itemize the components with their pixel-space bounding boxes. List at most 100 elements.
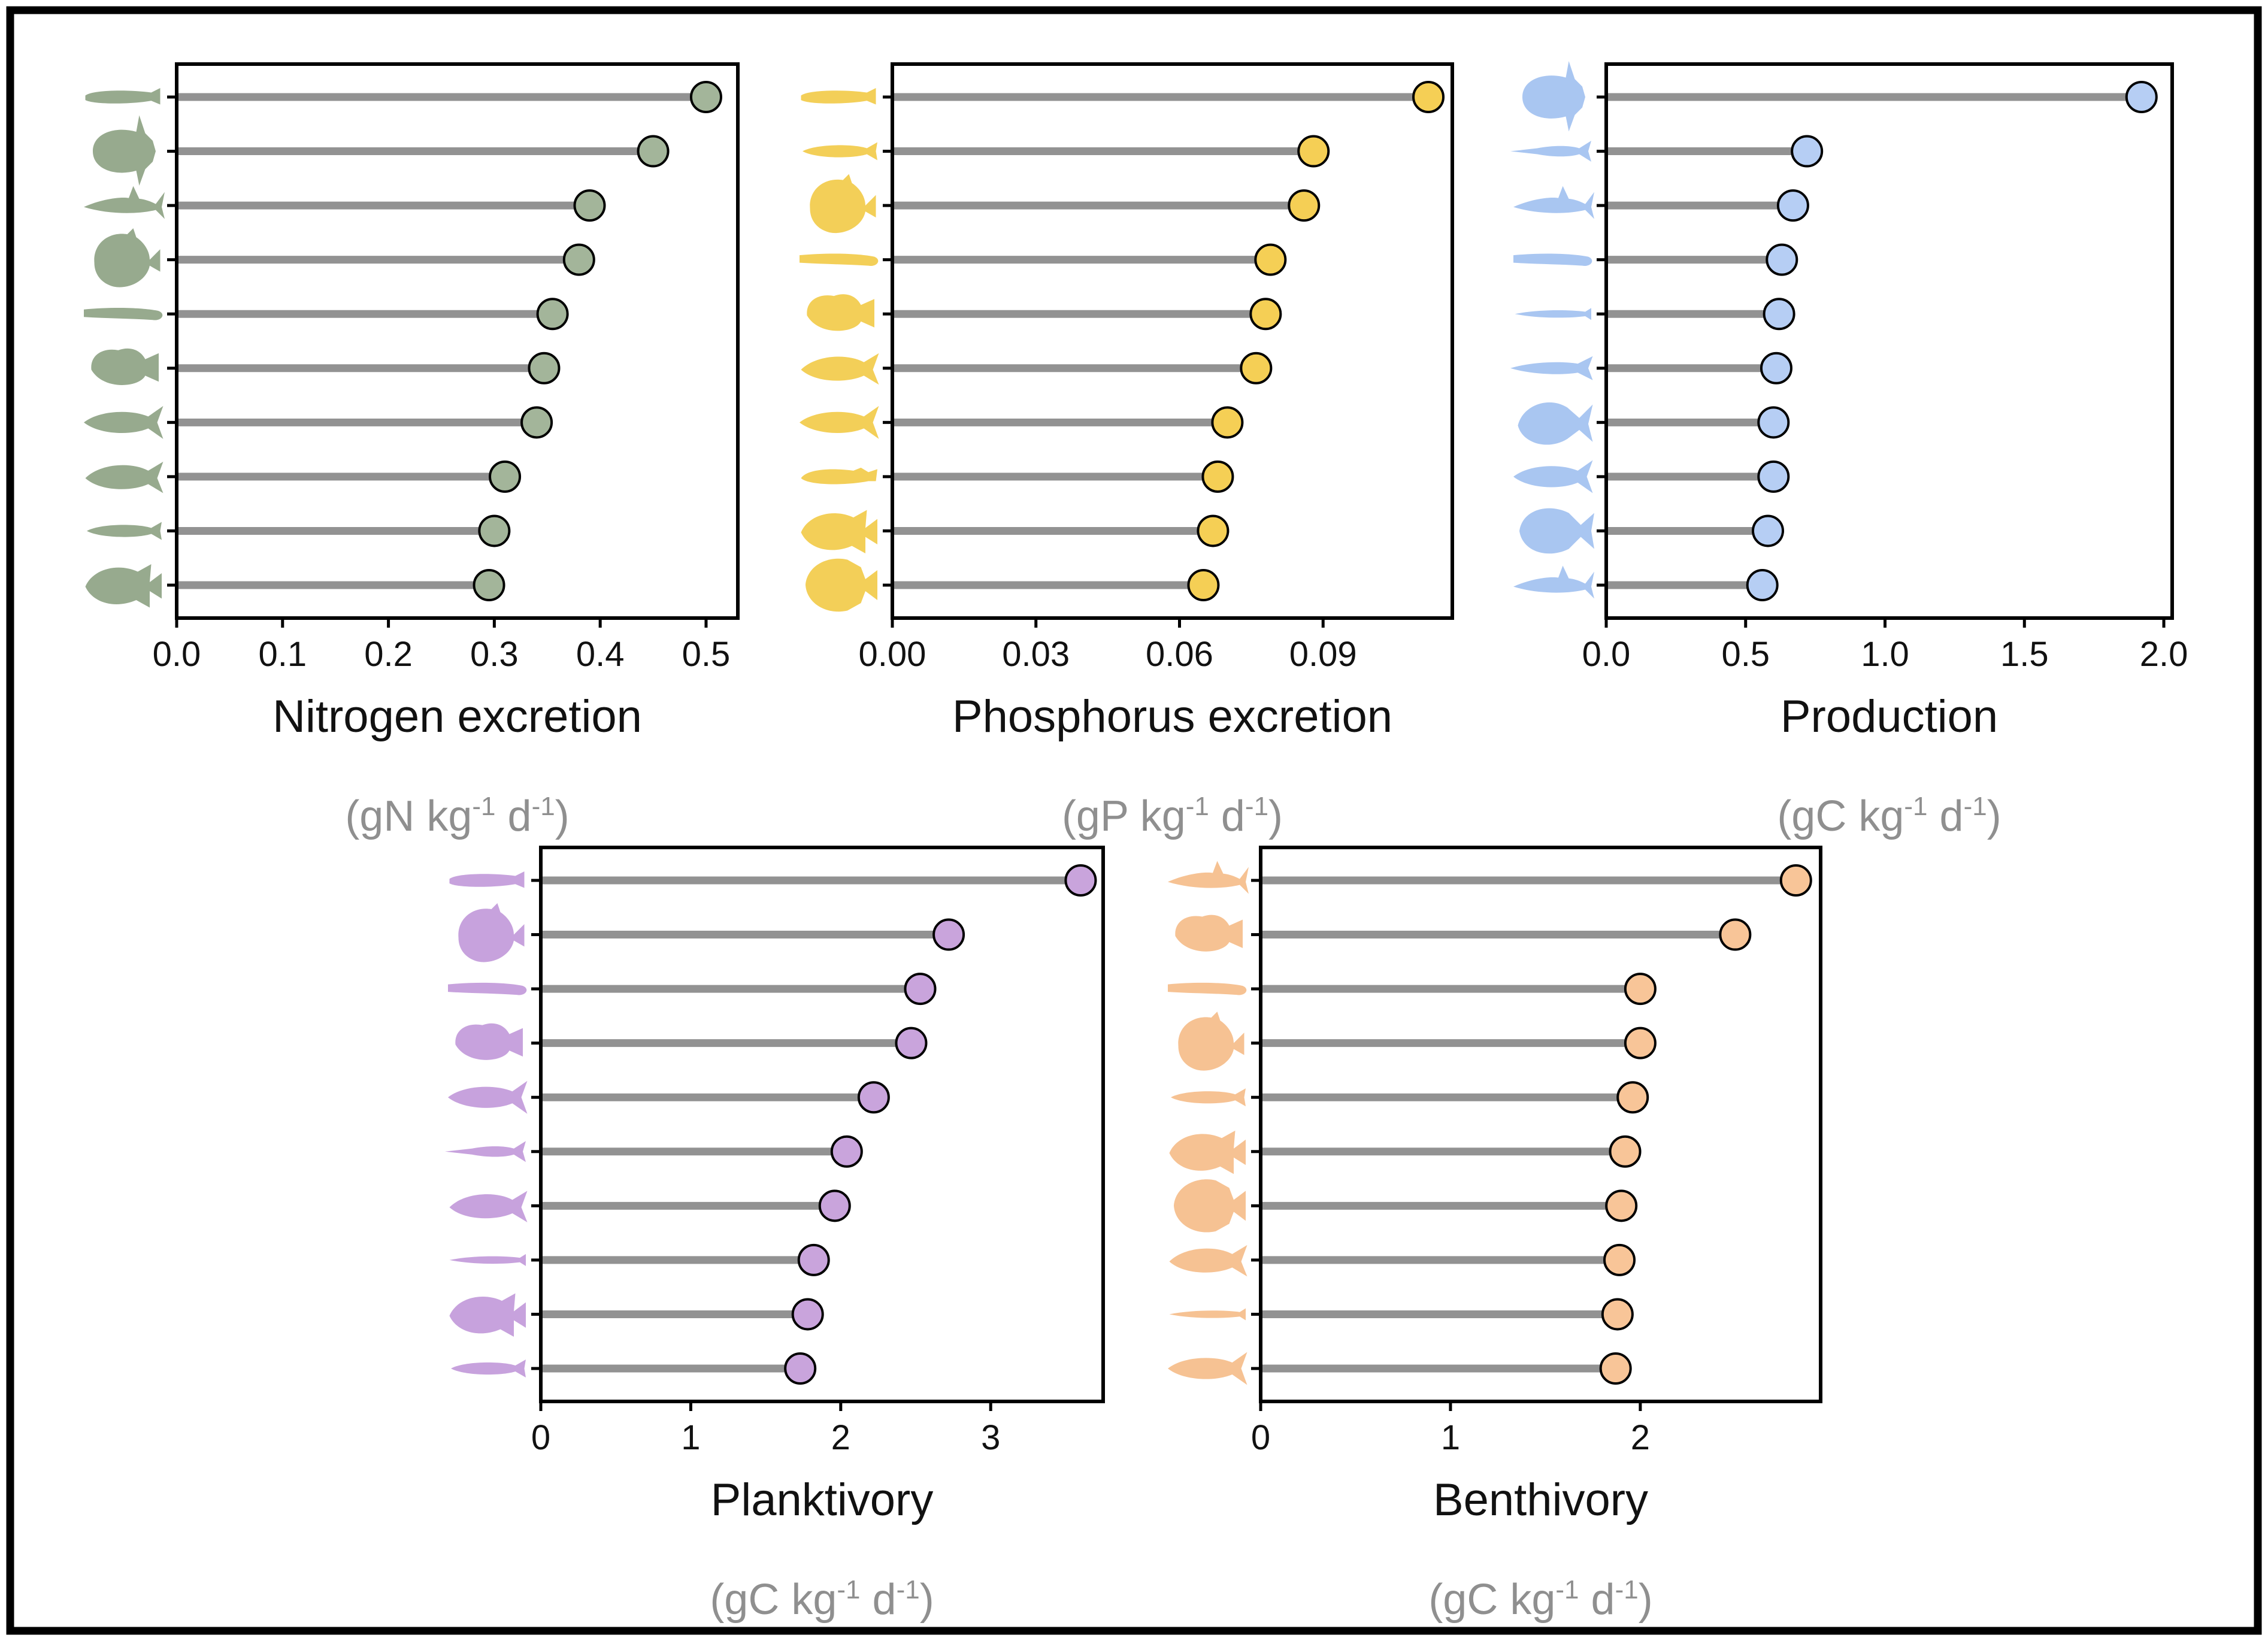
data-point xyxy=(1601,1298,1634,1331)
data-point xyxy=(520,406,553,439)
x-axis-unit: (gP kg-1 d-1) xyxy=(1062,792,1283,840)
data-point xyxy=(857,1081,890,1114)
trevally-icon xyxy=(1518,402,1593,445)
data-point xyxy=(1791,135,1824,168)
x-tick-label: 0.0 xyxy=(153,635,201,674)
frogfish-icon xyxy=(810,174,876,234)
data-point xyxy=(1412,81,1445,113)
goby-icon xyxy=(455,1023,523,1060)
herring-icon xyxy=(449,1191,528,1222)
herring-icon xyxy=(1169,1245,1247,1277)
x-axis-unit: (gC kg-1 d-1) xyxy=(1428,1575,1652,1624)
data-point xyxy=(1197,514,1230,547)
mackerel-icon xyxy=(84,405,163,439)
data-point xyxy=(1624,1027,1657,1059)
data-point xyxy=(1187,569,1220,601)
lizardfish-icon xyxy=(1171,1088,1246,1107)
data-point xyxy=(1211,406,1244,439)
catfish-icon xyxy=(85,88,161,105)
x-tick-label: 1.0 xyxy=(1861,635,1909,674)
x-axis-title: Benthivory xyxy=(1433,1475,1648,1525)
frogfish-icon xyxy=(458,903,525,962)
data-point xyxy=(830,1135,863,1168)
data-point xyxy=(1599,1352,1632,1385)
data-point xyxy=(1249,298,1282,331)
eel-icon xyxy=(800,253,879,266)
frogfish-icon xyxy=(1178,1012,1244,1071)
data-point xyxy=(1763,298,1795,331)
data-point xyxy=(1766,243,1798,276)
grouper-icon xyxy=(801,510,877,553)
mackerel-icon xyxy=(1168,1352,1247,1385)
data-point xyxy=(1746,569,1779,601)
x-tick-label: 0.00 xyxy=(859,635,926,674)
plot-frame xyxy=(1604,62,2174,620)
data-point xyxy=(1609,1135,1642,1168)
eel-icon xyxy=(1168,982,1247,995)
x-axis-title: Nitrogen excretion xyxy=(272,691,642,742)
data-point xyxy=(904,973,937,1006)
plot-frame xyxy=(891,62,1454,620)
data-point xyxy=(1201,460,1234,493)
x-tick-label: 1 xyxy=(1441,1418,1460,1457)
x-tick-label: 0.4 xyxy=(576,635,625,674)
data-point xyxy=(1760,352,1792,384)
data-point xyxy=(791,1298,824,1331)
x-tick-label: 0.2 xyxy=(364,635,413,674)
data-point xyxy=(1605,1189,1638,1222)
data-point xyxy=(573,189,606,222)
scorpionfish-icon xyxy=(1174,1179,1246,1233)
barracuda-icon xyxy=(1510,356,1593,380)
data-point xyxy=(1064,864,1097,897)
data-point xyxy=(895,1027,928,1059)
sunfish-icon xyxy=(93,115,156,186)
x-axis-unit: (gC kg-1 d-1) xyxy=(1777,792,2001,840)
data-point xyxy=(1240,352,1273,384)
x-tick-label: 0.03 xyxy=(1002,635,1070,674)
catfish-icon xyxy=(449,871,525,888)
x-tick-label: 0.1 xyxy=(258,635,307,674)
grouper-icon xyxy=(1169,1130,1246,1174)
needlefish-icon xyxy=(445,1141,526,1162)
data-point xyxy=(1254,243,1287,276)
x-tick-label: 2 xyxy=(831,1418,850,1457)
needlefish-icon xyxy=(1510,141,1591,162)
data-point xyxy=(797,1243,830,1276)
x-axis-title: Planktivory xyxy=(711,1475,934,1525)
figure-border xyxy=(6,6,2262,1635)
data-point xyxy=(1779,864,1812,897)
data-point xyxy=(1603,1243,1636,1276)
x-axis-unit: (gC kg-1 d-1) xyxy=(710,1575,934,1624)
mackerel-icon xyxy=(448,1080,528,1114)
mackerel-icon xyxy=(800,405,879,439)
data-point xyxy=(689,81,722,113)
grouper-icon xyxy=(449,1293,526,1337)
data-point xyxy=(637,135,670,168)
goby-icon xyxy=(91,348,159,385)
eel-icon xyxy=(1513,253,1592,266)
pipefish-icon xyxy=(1169,1308,1246,1321)
panel-phosphorus: 0.00 0.03 0.06 0.09 Phosphorus excretion (g… xyxy=(800,62,1454,840)
herring-icon xyxy=(85,461,163,493)
data-point xyxy=(2125,81,2158,113)
x-tick-label: 0 xyxy=(1251,1418,1270,1457)
x-tick-label: 0 xyxy=(531,1418,550,1457)
pipefish-icon xyxy=(1515,308,1591,320)
data-point xyxy=(528,352,561,384)
frogfish-icon xyxy=(94,228,161,287)
plot-frame xyxy=(539,846,1105,1403)
x-tick-label: 2.0 xyxy=(2140,635,2188,674)
data-point xyxy=(818,1189,851,1222)
shark-icon xyxy=(1513,565,1594,599)
goby-icon xyxy=(1175,915,1243,952)
data-point xyxy=(1757,460,1790,493)
panel-planktivory: 0 1 2 3 Planktivory (gC kg-1 d-1) xyxy=(445,846,1105,1624)
data-point xyxy=(1752,514,1784,547)
x-axis-title: Phosphorus excretion xyxy=(952,691,1392,742)
shark-icon xyxy=(84,186,165,219)
lizardfish-icon xyxy=(451,1360,526,1377)
scorpionfish-icon xyxy=(806,558,877,612)
x-tick-label: 0.06 xyxy=(1146,635,1213,674)
data-point xyxy=(1288,189,1321,222)
